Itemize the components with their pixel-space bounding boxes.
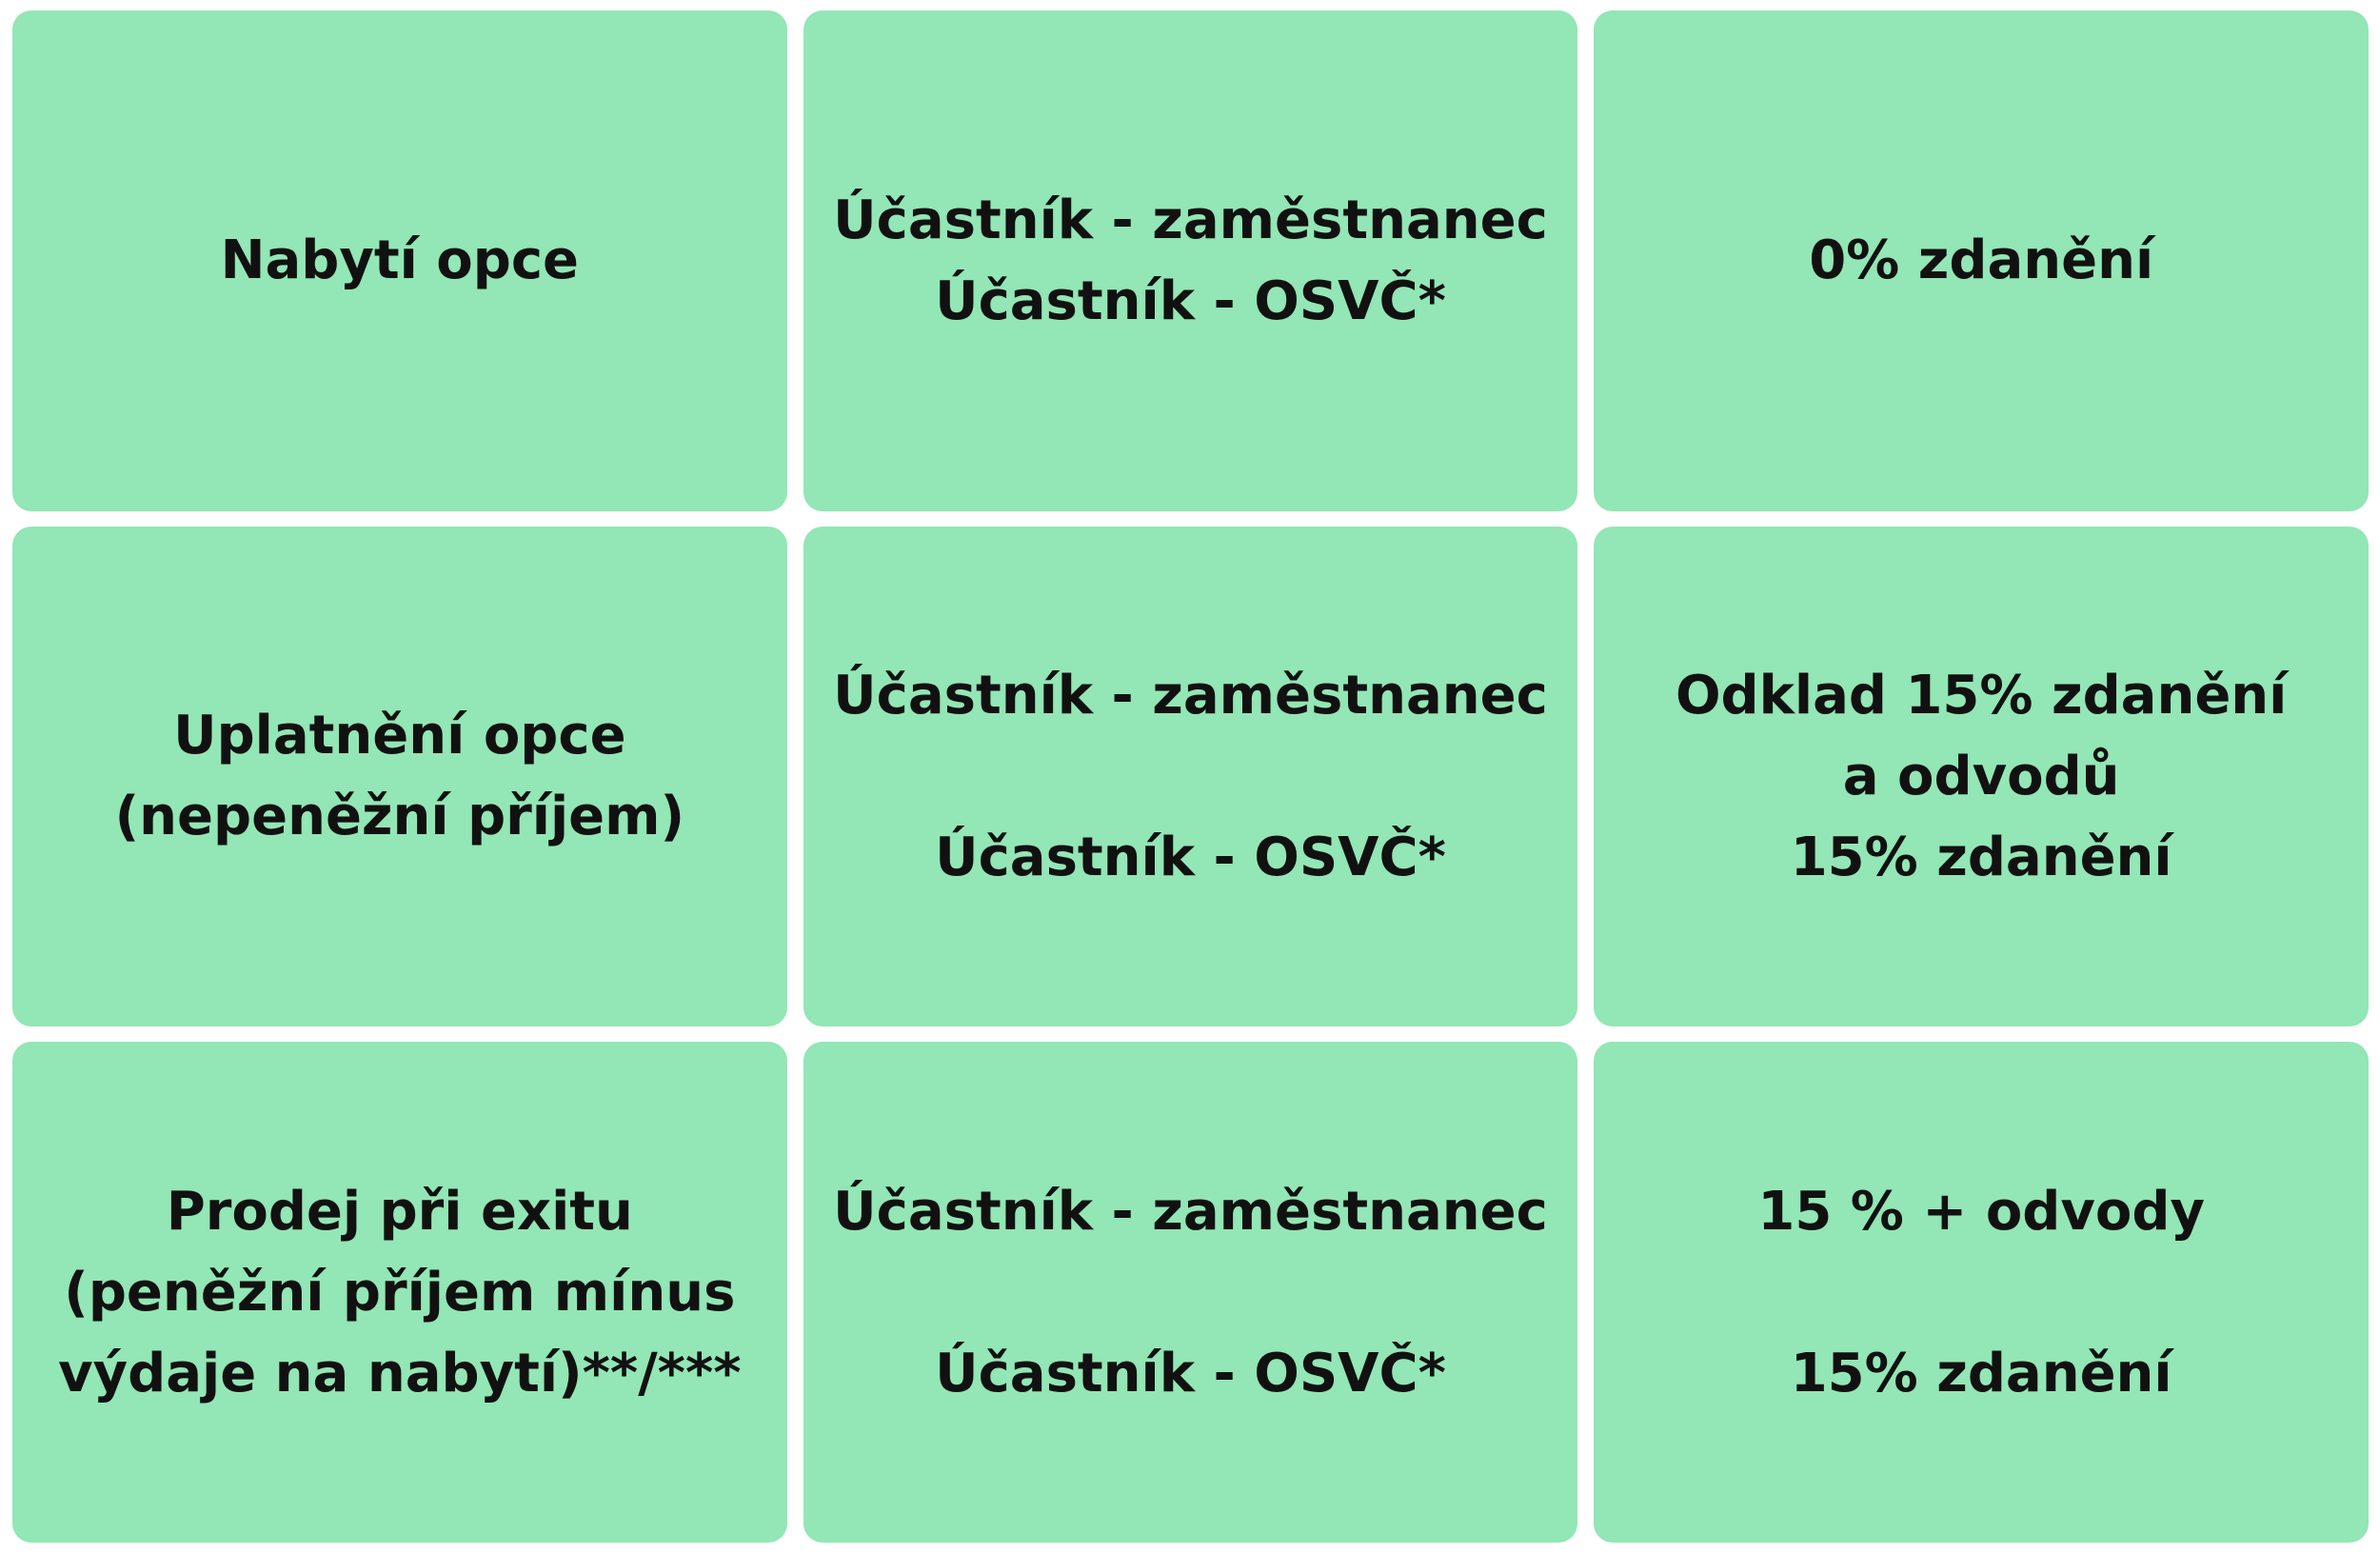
cell-paragraph: Prodej při exitu (peněžní příjem mínus výd… xyxy=(58,1171,741,1414)
table-cell: Prodej při exitu (peněžní příjem mínus výd… xyxy=(12,1042,787,1543)
table-cell: Odklad 15% zdanění a odvodů 15% zdanění xyxy=(1594,526,2369,1027)
cell-text: 15% zdanění xyxy=(1790,1342,2172,1405)
table: Nabytí opce Účastník - zaměstnanec Účastní… xyxy=(12,10,2369,1543)
cell-text: (peněžní příjem mínus xyxy=(64,1261,736,1324)
cell-text: Nabytí opce xyxy=(220,229,580,292)
cell-text: 15% zdanění xyxy=(1790,826,2172,888)
cell-text: Účastník - zaměstnanec xyxy=(833,664,1548,727)
cell-paragraph: 15 % + odvody xyxy=(1757,1171,2205,1252)
table-cell: 15 % + odvody 15% zdanění xyxy=(1594,1042,2369,1543)
cell-text: Účastník - OSVČ* xyxy=(935,826,1446,888)
table-cell: Účastník - zaměstnanec Účastník - OSVČ* xyxy=(803,1042,1578,1543)
cell-text: Účastník - OSVČ* xyxy=(935,269,1446,332)
cell-paragraph: Uplatnění opce (nepeněžní příjem) xyxy=(115,695,685,857)
cell-text: a odvodů xyxy=(1842,745,2120,807)
cell-text: 0% zdanění xyxy=(1809,229,2154,292)
cell-text: 15 % + odvody xyxy=(1757,1180,2205,1243)
cell-paragraph: Účastník - OSVČ* xyxy=(935,817,1446,898)
cell-paragraph: 0% zdanění xyxy=(1809,220,2153,301)
cell-text: Uplatnění opce xyxy=(173,705,626,767)
table-cell: Účastník - zaměstnanec Účastník - OSVČ* xyxy=(803,526,1578,1027)
table-cell: 0% zdanění xyxy=(1594,10,2369,511)
table-cell: Uplatnění opce (nepeněžní příjem) xyxy=(12,526,787,1027)
cell-paragraph: Účastník - zaměstnanec xyxy=(833,655,1548,736)
cell-paragraph: Odklad 15% zdanění a odvodů 15% zdanění xyxy=(1676,655,2287,898)
cell-paragraph: 15% zdanění xyxy=(1791,1333,2172,1414)
cell-text: Účastník - OSVČ* xyxy=(935,1342,1446,1405)
cell-paragraph: Účastník - zaměstnanec Účastník - OSVČ* xyxy=(833,180,1548,342)
cell-text: Odklad 15% zdanění xyxy=(1675,664,2288,727)
cell-text: Účastník - zaměstnanec xyxy=(833,1180,1548,1243)
cell-paragraph: Nabytí opce xyxy=(221,220,579,301)
cell-paragraph: Účastník - OSVČ* xyxy=(935,1333,1446,1414)
cell-paragraph: Účastník - zaměstnanec xyxy=(833,1171,1548,1252)
table-cell: Účastník - zaměstnanec Účastník - OSVČ* xyxy=(803,10,1578,511)
table-cell: Nabytí opce xyxy=(12,10,787,511)
cell-text: (nepeněžní příjem) xyxy=(114,786,685,848)
cell-text: Prodej při exitu xyxy=(166,1180,633,1243)
cell-text: výdaje na nabytí)**/*** xyxy=(58,1342,742,1405)
cell-text: Účastník - zaměstnanec xyxy=(833,189,1548,251)
